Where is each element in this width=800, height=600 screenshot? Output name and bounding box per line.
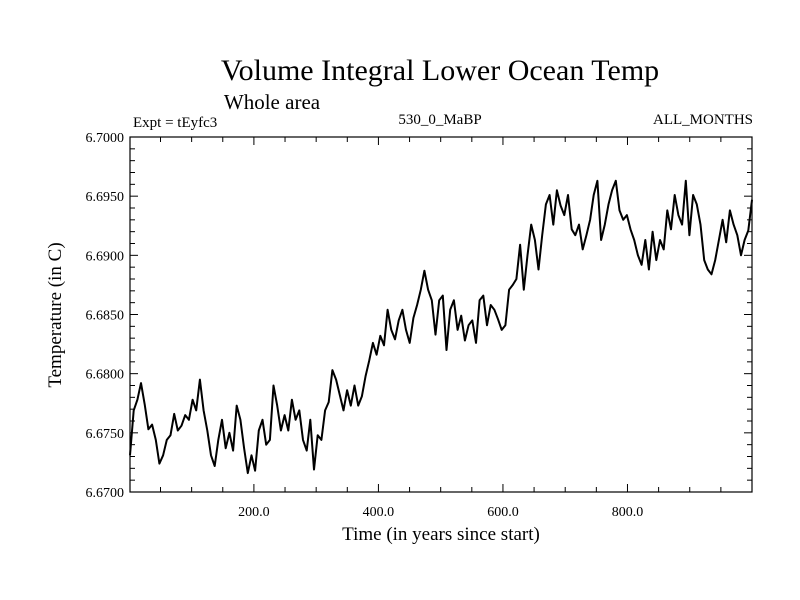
chart-title: Volume Integral Lower Ocean Temp xyxy=(221,54,659,87)
y-tick-label: 6.6850 xyxy=(86,309,125,324)
y-tick-label: 6.6750 xyxy=(86,427,125,442)
x-tick-label: 600.0 xyxy=(487,505,519,520)
axis-ticks xyxy=(130,137,752,492)
series-line xyxy=(129,179,753,475)
y-tick-label: 6.6900 xyxy=(86,249,125,264)
data-series xyxy=(129,179,753,475)
x-tick-label: 800.0 xyxy=(612,505,644,520)
experiment-annotation: Expt = tEyfc3 xyxy=(133,115,217,131)
chart-subtitle: Whole area xyxy=(224,90,321,114)
x-tick-label: 400.0 xyxy=(363,505,395,520)
period-annotation: 530_0_MaBP xyxy=(398,112,481,128)
y-tick-label: 6.6800 xyxy=(86,368,125,383)
x-tick-label: 200.0 xyxy=(238,505,270,520)
y-axis-label: Temperature (in C) xyxy=(45,242,66,387)
y-tick-label: 6.6950 xyxy=(86,190,125,205)
months-annotation: ALL_MONTHS xyxy=(653,112,753,128)
plot-frame xyxy=(129,136,753,493)
y-tick-label: 6.6700 xyxy=(86,486,125,501)
y-tick-label: 6.7000 xyxy=(86,131,125,146)
axis-tick-labels: 200.0 400.0 600.0 800.0 6.6700 6.6750 6.6800 6.… xyxy=(86,131,644,520)
x-axis-label: Time (in years since start) xyxy=(342,524,540,545)
